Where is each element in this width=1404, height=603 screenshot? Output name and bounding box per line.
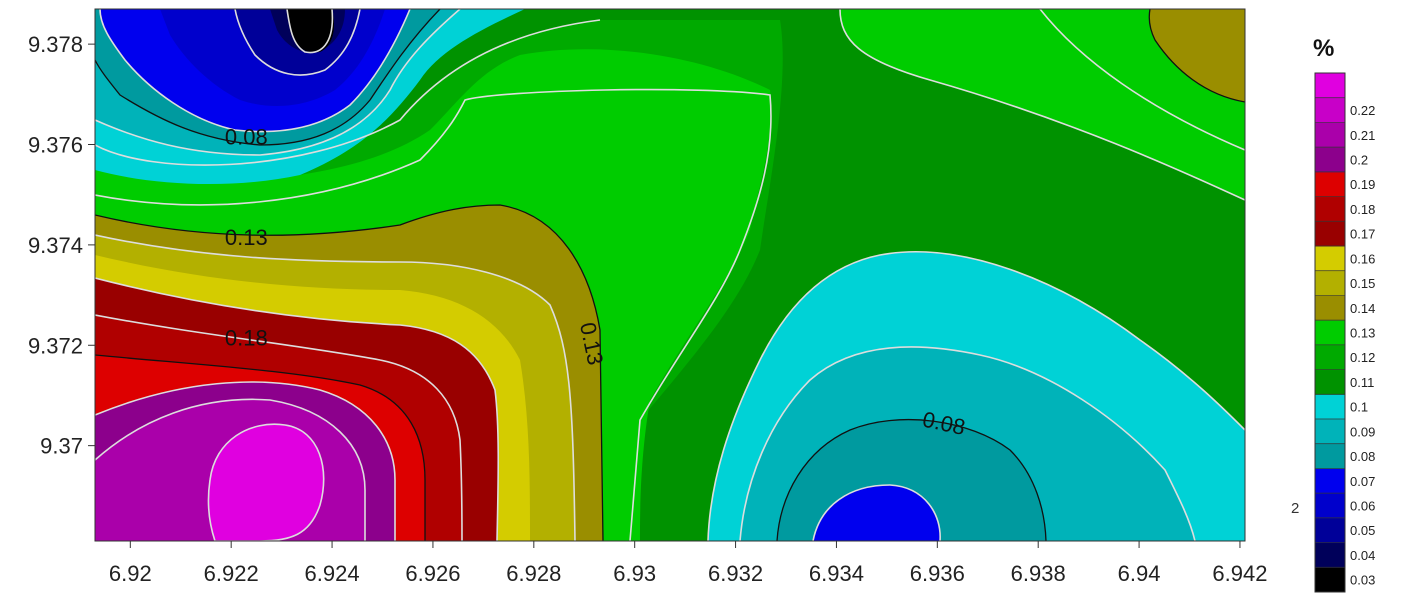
colorbar-swatch [1315,122,1345,148]
band-0.12-ne [840,9,1245,200]
colorbar-label: 0.05 [1350,523,1375,538]
colorbar-swatch [1315,320,1345,346]
colorbar-label: 0.22 [1350,103,1375,118]
colorbar-label: 0.03 [1350,573,1375,588]
colorbar-label: 0.2 [1350,153,1368,168]
x-tick-label: 6.924 [305,561,360,586]
colorbar-swatch [1315,468,1345,494]
band-0.06-se [813,485,941,541]
contour-lines-major [95,9,1245,541]
x-tick-label: 6.94 [1118,561,1161,586]
x-tick-label: 6.926 [405,561,460,586]
colorbar-swatch [1315,97,1345,123]
plot-area [95,9,1245,541]
y-tick-label: 9.376 [28,133,83,158]
colorbar-frame [1314,72,1346,593]
colorbar-label: 0.04 [1350,548,1375,563]
x-tick-label: 6.93 [613,561,656,586]
contour-label: 0.13 [225,225,268,250]
colorbar-unit-label: % [1313,35,1334,62]
colorbar-swatch [1315,221,1345,247]
contour-label: 0.08 [225,125,268,150]
colorbar-label: 0.17 [1350,227,1375,242]
colorbar-swatch [1315,493,1345,519]
x-tick-label: 6.922 [204,561,259,586]
band-0.13-ne [1149,9,1245,102]
band-0.22 [208,424,324,541]
colorbar-label: 0.16 [1350,251,1375,266]
y-tick-label: 9.378 [28,32,83,57]
x-tick-label: 6.932 [708,561,763,586]
colorbar-swatch [1315,295,1345,321]
colorbar-swatch [1315,73,1345,99]
colorbar-swatch [1315,394,1345,420]
colorbar-swatch [1315,443,1345,469]
contour-label: 0.18 [225,325,268,350]
colorbar-swatch [1315,147,1345,173]
colorbar-swatch [1315,517,1345,544]
y-axis: 9.37 9.372 9.374 9.376 9.378 [28,32,95,459]
stray-mark: 2 [1291,500,1299,517]
colorbar: 0.03 0.04 0.05 0.06 0.07 0.08 0.09 0.1 0.11 0.12 0… [1314,72,1375,593]
colorbar-label: 0.11 [1350,375,1374,390]
colorbar-label: 0.1 [1350,400,1368,415]
colorbar-label: 0.19 [1350,177,1375,192]
x-tick-label: 6.936 [910,561,965,586]
y-tick-label: 9.372 [28,333,83,358]
colorbar-label: 0.15 [1350,276,1375,291]
colorbar-swatch [1315,419,1345,445]
colorbar-label: 0.18 [1350,202,1375,217]
colorbar-swatch [1315,171,1345,198]
y-tick-label: 9.374 [28,233,83,258]
colorbar-swatch [1315,567,1345,593]
plot-frame [94,8,1246,542]
colorbar-swatch [1315,542,1345,568]
colorbar-swatch [1315,270,1345,296]
colorbar-label: 0.21 [1350,128,1375,143]
colorbar-label: 0.13 [1350,326,1375,341]
colorbar-label: 0.12 [1350,350,1375,365]
x-tick-label: 6.92 [109,561,152,586]
x-tick-label: 6.928 [506,561,561,586]
x-axis: 6.92 6.922 6.924 6.926 6.928 6.93 6.932 6.934 6.… [109,541,1267,586]
colorbar-swatch [1315,369,1345,395]
colorbar-swatch [1315,246,1345,272]
colorbar-label: 0.06 [1350,499,1375,514]
band-0.02-nw [287,9,335,53]
colorbar-label: 0.08 [1350,449,1375,464]
x-tick-label: 6.934 [809,561,864,586]
y-tick-label: 9.37 [40,434,83,459]
colorbar-swatch [1315,344,1345,371]
x-tick-label: 6.938 [1011,561,1066,586]
colorbar-label: 0.07 [1350,474,1375,489]
x-tick-label: 6.942 [1212,561,1267,586]
contour-lines-minor [95,9,1245,541]
colorbar-swatch [1315,196,1345,222]
colorbar-label: 0.09 [1350,424,1375,439]
colorbar-label: 0.14 [1350,301,1375,316]
